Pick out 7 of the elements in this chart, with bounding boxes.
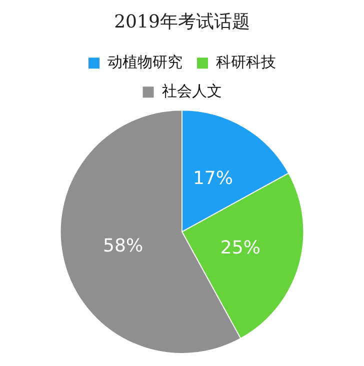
data-label: 25% — [220, 237, 260, 258]
chart-title: 2019年考试话题 — [114, 11, 250, 32]
legend-label: 动植物研究 — [108, 52, 182, 71]
legend-label: 社会人文 — [162, 82, 222, 100]
data-label: 17% — [192, 168, 233, 190]
data-label: 58% — [103, 236, 144, 257]
legend-label: 科研科技 — [216, 52, 276, 71]
